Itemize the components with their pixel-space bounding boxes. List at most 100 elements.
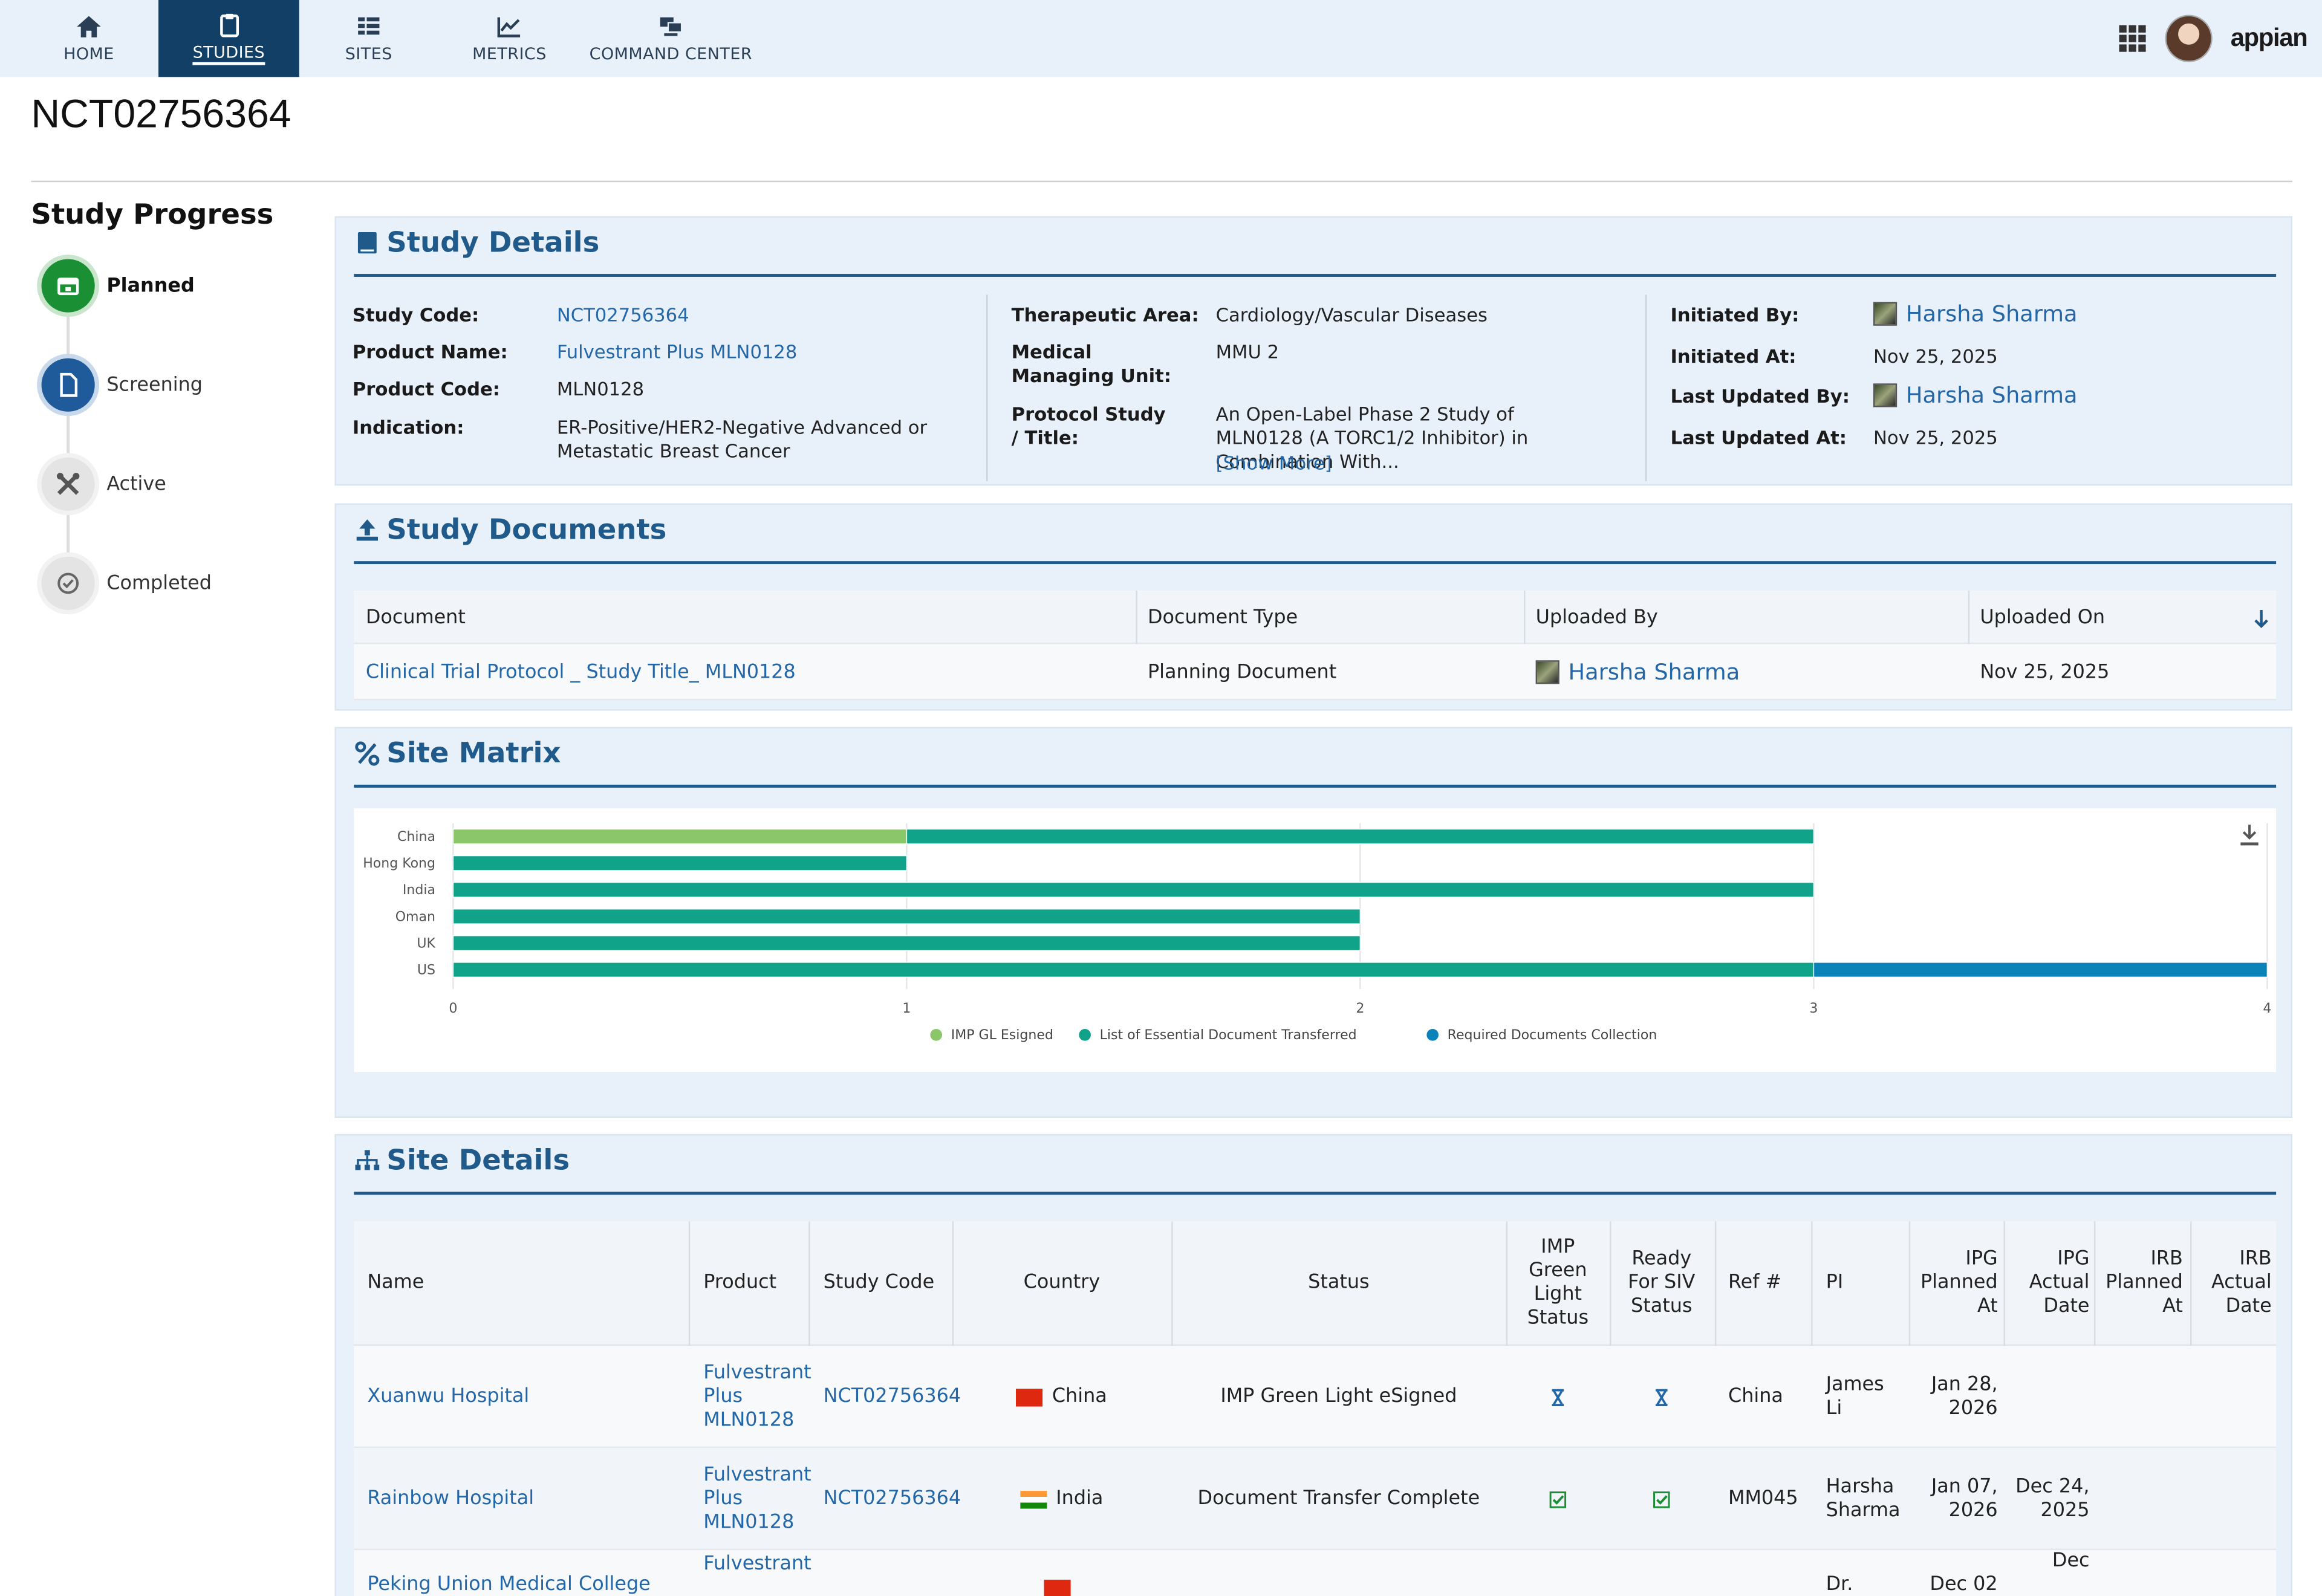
- ipg-planned-value: Dec 02: [1930, 1574, 1998, 1596]
- y-tick-label: India: [403, 883, 435, 898]
- chart-bar[interactable]: [452, 908, 1361, 924]
- nav-studies[interactable]: STUDIES: [158, 0, 299, 77]
- top-navigation: HOME STUDIES SITES METRICS COMMAND CENTE…: [0, 0, 2322, 77]
- initiated-at-label: Initiated At:: [1670, 345, 1797, 368]
- chart-bar[interactable]: [452, 962, 1815, 978]
- country-name: China: [1052, 1385, 1107, 1407]
- product-name-link[interactable]: Fulvestrant Plus MLN0128: [556, 340, 798, 363]
- table-row: Peking Union Medical College Fulvestrant…: [354, 1550, 2276, 1596]
- site-matrix-title: Site Matrix: [386, 737, 561, 770]
- nav-home[interactable]: HOME: [21, 0, 157, 77]
- col-ipg-actual-date[interactable]: IPG Actual Date: [2029, 1248, 2090, 1318]
- product-link[interactable]: Fulvestrant Plus MLN0128: [703, 1463, 811, 1533]
- document-link[interactable]: Clinical Trial Protocol _ Study Title_ M…: [365, 661, 796, 684]
- study-details-rule: [354, 274, 2277, 277]
- documents-header-row: Document Document Type Uploaded By Uploa…: [354, 591, 2277, 644]
- study-documents-rule: [354, 561, 2277, 565]
- col-irb-planned-at[interactable]: IRB Planned At: [2106, 1248, 2183, 1318]
- country-cell: India: [952, 1448, 1171, 1550]
- col-product[interactable]: Product: [703, 1271, 777, 1294]
- chart-bar[interactable]: [452, 828, 908, 845]
- title-divider: [31, 180, 2293, 183]
- y-tick-label: Oman: [395, 909, 435, 924]
- col-document[interactable]: Document: [365, 606, 466, 629]
- col-separator: [2093, 1221, 2096, 1346]
- chart-bar[interactable]: [1813, 962, 2268, 978]
- last-updated-by-value[interactable]: Harsha Sharma: [1873, 383, 2078, 413]
- step-screening: Screening: [41, 358, 203, 412]
- home-icon: [77, 16, 101, 37]
- download-icon[interactable]: [2237, 823, 2261, 847]
- nav-studies-label: STUDIES: [192, 43, 265, 65]
- uploaded-by[interactable]: Harsha Sharma: [1524, 644, 1968, 700]
- legend-label[interactable]: Required Documents Collection: [1448, 1028, 1657, 1043]
- siv-status-cell: [1616, 1346, 1708, 1448]
- legend-marker[interactable]: [1079, 1029, 1091, 1041]
- step-completed-label: Completed: [106, 572, 212, 595]
- legend-label[interactable]: IMP GL Esigned: [951, 1028, 1053, 1043]
- site-matrix-rule: [354, 784, 2277, 788]
- last-updated-by-name[interactable]: Harsha Sharma: [1905, 381, 2078, 409]
- col-study-code[interactable]: Study Code: [823, 1271, 935, 1294]
- legend-label[interactable]: List of Essential Document Transferred: [1100, 1028, 1357, 1043]
- study-documents-header: Study Documents: [354, 514, 666, 547]
- col-status[interactable]: Status: [1308, 1271, 1370, 1294]
- product-link[interactable]: Fulvestrant Plus MLN0128: [703, 1361, 811, 1431]
- user-thumbnail-icon: [1873, 302, 1898, 326]
- study-code-link[interactable]: NCT02756364: [823, 1385, 961, 1407]
- command-center-icon: [660, 17, 683, 36]
- ref-value: MM045: [1728, 1487, 1798, 1510]
- initiated-by-label: Initiated By:: [1670, 303, 1800, 326]
- col-irb-actual-date[interactable]: IRB Actual Date: [2211, 1248, 2272, 1318]
- col-country[interactable]: Country: [1023, 1271, 1101, 1294]
- study-code-link[interactable]: NCT02756364: [556, 303, 689, 326]
- initiated-by-name[interactable]: Harsha Sharma: [1905, 300, 2078, 328]
- site-name-link[interactable]: Rainbow Hospital: [367, 1487, 535, 1510]
- x-tick-label: 0: [449, 1001, 457, 1016]
- india-flag-icon: [1020, 1490, 1047, 1508]
- chart-bar[interactable]: [452, 935, 1361, 951]
- col-uploaded-by[interactable]: Uploaded By: [1535, 606, 1658, 629]
- sort-down-icon[interactable]: [2252, 609, 2270, 629]
- initiated-by-value[interactable]: Harsha Sharma: [1873, 302, 2078, 332]
- site-name-link[interactable]: Xuanwu Hospital: [367, 1385, 530, 1407]
- col-ref[interactable]: Ref #: [1728, 1271, 1782, 1294]
- show-more-link[interactable]: [Show More]: [1215, 451, 1332, 474]
- col-pi[interactable]: PI: [1826, 1271, 1844, 1294]
- site-matrix-card: Site Matrix China Hong Kong India Oman UK US 0…: [334, 727, 2293, 1118]
- col-ipg-planned-at[interactable]: IPG Planned At: [1920, 1248, 1998, 1318]
- y-tick-label: China: [397, 829, 435, 845]
- nav-metrics[interactable]: METRICS: [441, 0, 577, 77]
- chart-bar[interactable]: [906, 828, 1815, 845]
- site-name-link[interactable]: Peking Union Medical College: [367, 1574, 651, 1596]
- chart-bar[interactable]: [452, 881, 1815, 898]
- nav-command-center[interactable]: COMMAND CENTER: [587, 0, 755, 77]
- col-separator: [1610, 1221, 1611, 1346]
- book-icon: [357, 232, 377, 254]
- table-row: Xuanwu Hospital Fulvestrant Plus MLN0128…: [354, 1346, 2277, 1448]
- chart-bar[interactable]: [452, 855, 908, 871]
- last-updated-at-label: Last Updated At:: [1670, 426, 1847, 449]
- nav-sites[interactable]: SITES: [302, 0, 435, 77]
- legend-marker[interactable]: [1426, 1029, 1439, 1041]
- col-name[interactable]: Name: [367, 1271, 424, 1294]
- legend-marker[interactable]: [930, 1029, 943, 1041]
- study-code-link[interactable]: NCT02756364: [823, 1487, 961, 1510]
- apps-grid-icon[interactable]: [2118, 24, 2148, 53]
- col-uploaded-on[interactable]: Uploaded On: [1980, 606, 2106, 629]
- nav-home-label: HOME: [63, 44, 114, 64]
- product-code-value: MLN0128: [556, 377, 645, 400]
- step-completed: Completed: [41, 556, 212, 610]
- product-link[interactable]: Fulvestrant: [703, 1553, 811, 1575]
- site-details-header: Site Details: [354, 1144, 570, 1177]
- col-document-type[interactable]: Document Type: [1147, 606, 1298, 629]
- col-imp-green-light-status[interactable]: IMP Green Light Status: [1527, 1236, 1589, 1330]
- user-avatar[interactable]: [2165, 15, 2213, 62]
- sitemap-icon: [355, 1150, 380, 1170]
- uploaded-by-name[interactable]: Harsha Sharma: [1568, 658, 1740, 686]
- col-ready-for-siv-status[interactable]: Ready For SIV Status: [1628, 1248, 1696, 1318]
- x-tick-label: 3: [1809, 1001, 1818, 1016]
- site-matrix-header: Site Matrix: [354, 738, 561, 770]
- flag-icon: [1044, 1580, 1071, 1596]
